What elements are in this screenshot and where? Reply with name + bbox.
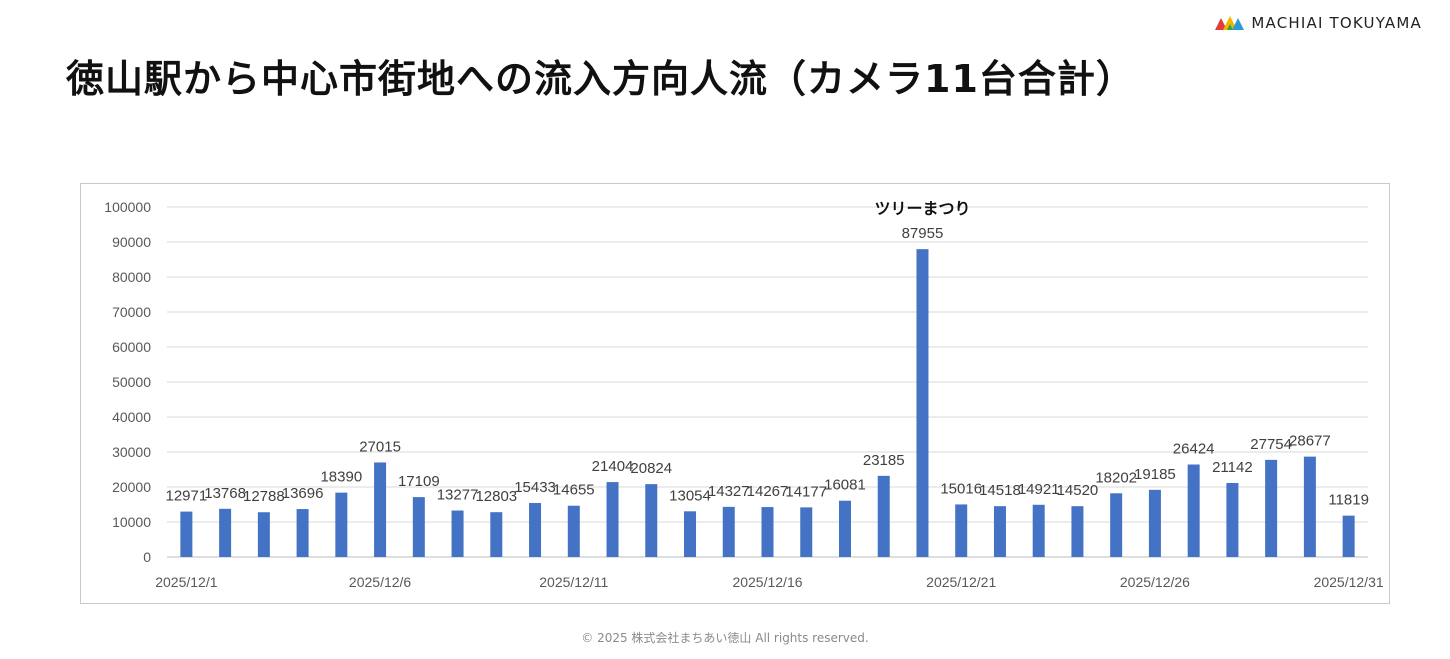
x-tick-label: 2025/12/6 bbox=[349, 574, 411, 590]
bar bbox=[877, 475, 890, 557]
data-label: 21142 bbox=[1212, 459, 1253, 476]
bar bbox=[451, 510, 464, 557]
data-label: 14655 bbox=[553, 482, 595, 499]
y-tick-label: 20000 bbox=[112, 479, 151, 495]
data-label: 12803 bbox=[475, 488, 517, 505]
page-title: 徳山駅から中心市街地への流入方向人流（カメラ11台合計） bbox=[66, 57, 1135, 101]
bar bbox=[529, 502, 542, 557]
y-tick-label: 0 bbox=[143, 549, 151, 565]
chart-area: 0 10000 20000 30000 40000 50000 60000 70000 8000… bbox=[80, 183, 1390, 604]
y-tick-label: 60000 bbox=[112, 339, 151, 355]
bar bbox=[1148, 489, 1161, 557]
y-tick-label: 10000 bbox=[112, 514, 151, 530]
bar bbox=[296, 509, 309, 557]
x-tick-label: 2025/12/1 bbox=[155, 574, 217, 590]
y-tick-label: 40000 bbox=[112, 409, 151, 425]
data-label: 27754 bbox=[1250, 436, 1292, 453]
x-tick-label: 2025/12/26 bbox=[1120, 574, 1190, 590]
logo: MACHIAI TOKUYAMA bbox=[1215, 14, 1422, 32]
data-label: 23185 bbox=[863, 452, 905, 469]
data-label: 19185 bbox=[1134, 466, 1176, 483]
bar bbox=[800, 507, 813, 557]
data-label: 20824 bbox=[630, 460, 672, 477]
footer-copyright: © 2025 株式会社まちあい徳山 All rights reserved. bbox=[581, 631, 869, 645]
y-tick-label: 80000 bbox=[112, 269, 151, 285]
bar bbox=[684, 511, 697, 557]
logo-mark-icon bbox=[1215, 16, 1245, 30]
data-label: 14921 bbox=[1018, 481, 1060, 498]
data-label: 12971 bbox=[166, 488, 208, 505]
bar bbox=[645, 484, 658, 557]
y-tick-label: 30000 bbox=[112, 444, 151, 460]
data-label: 18390 bbox=[320, 469, 362, 486]
bar bbox=[180, 511, 193, 557]
bar bbox=[1226, 483, 1239, 557]
bar bbox=[1265, 459, 1278, 557]
x-tick-label: 2025/12/31 bbox=[1314, 574, 1384, 590]
data-label: 13768 bbox=[204, 485, 246, 502]
x-tick-label: 2025/12/16 bbox=[732, 574, 802, 590]
data-label: 14520 bbox=[1057, 482, 1099, 499]
data-label: 13054 bbox=[669, 487, 711, 504]
y-tick-label: 50000 bbox=[112, 374, 151, 390]
data-label: 13696 bbox=[282, 485, 324, 502]
annotation-label: ツリーまつり bbox=[874, 199, 970, 218]
bar bbox=[916, 249, 929, 557]
data-label: 11819 bbox=[1328, 492, 1369, 509]
y-tick-label: 70000 bbox=[112, 304, 151, 320]
data-label: 15433 bbox=[514, 479, 556, 496]
bar bbox=[1032, 504, 1045, 557]
y-tick-label: 100000 bbox=[104, 199, 151, 215]
bar bbox=[219, 508, 232, 557]
bar bbox=[1342, 515, 1355, 557]
bar bbox=[335, 492, 348, 557]
bar bbox=[567, 505, 580, 557]
data-label: 18202 bbox=[1095, 469, 1137, 486]
bar bbox=[1110, 493, 1123, 557]
data-label: 17109 bbox=[398, 473, 440, 490]
data-label: 16081 bbox=[824, 477, 866, 494]
x-tick-label: 2025/12/21 bbox=[926, 574, 996, 590]
data-label: 27015 bbox=[359, 438, 401, 455]
bar bbox=[722, 506, 735, 557]
bar bbox=[490, 512, 503, 557]
data-label: 87955 bbox=[902, 225, 944, 242]
bar bbox=[761, 507, 774, 557]
data-label: 28677 bbox=[1289, 433, 1331, 450]
bar bbox=[1187, 464, 1200, 557]
data-label: 12788 bbox=[243, 488, 285, 505]
data-label: 26424 bbox=[1173, 441, 1215, 458]
x-tick-label: 2025/12/11 bbox=[539, 574, 608, 590]
bar bbox=[257, 512, 270, 557]
bar bbox=[993, 506, 1006, 557]
data-label: 14518 bbox=[979, 482, 1021, 499]
data-label: 14327 bbox=[708, 483, 750, 500]
data-label: 15016 bbox=[940, 480, 982, 497]
bar bbox=[606, 482, 619, 557]
bar bbox=[374, 462, 387, 557]
y-tick-label: 90000 bbox=[112, 234, 151, 250]
bar bbox=[955, 504, 968, 557]
data-label: 21404 bbox=[592, 458, 634, 475]
logo-text: MACHIAI TOKUYAMA bbox=[1251, 14, 1422, 32]
data-label: 14267 bbox=[747, 483, 789, 500]
bar bbox=[412, 497, 425, 557]
bar bbox=[838, 500, 851, 557]
bar bbox=[1303, 456, 1316, 557]
bar bbox=[1071, 506, 1084, 557]
data-label: 14177 bbox=[785, 483, 827, 500]
data-label: 13277 bbox=[437, 487, 479, 504]
bar-chart: 0 10000 20000 30000 40000 50000 60000 70000 8000… bbox=[104, 199, 1384, 590]
